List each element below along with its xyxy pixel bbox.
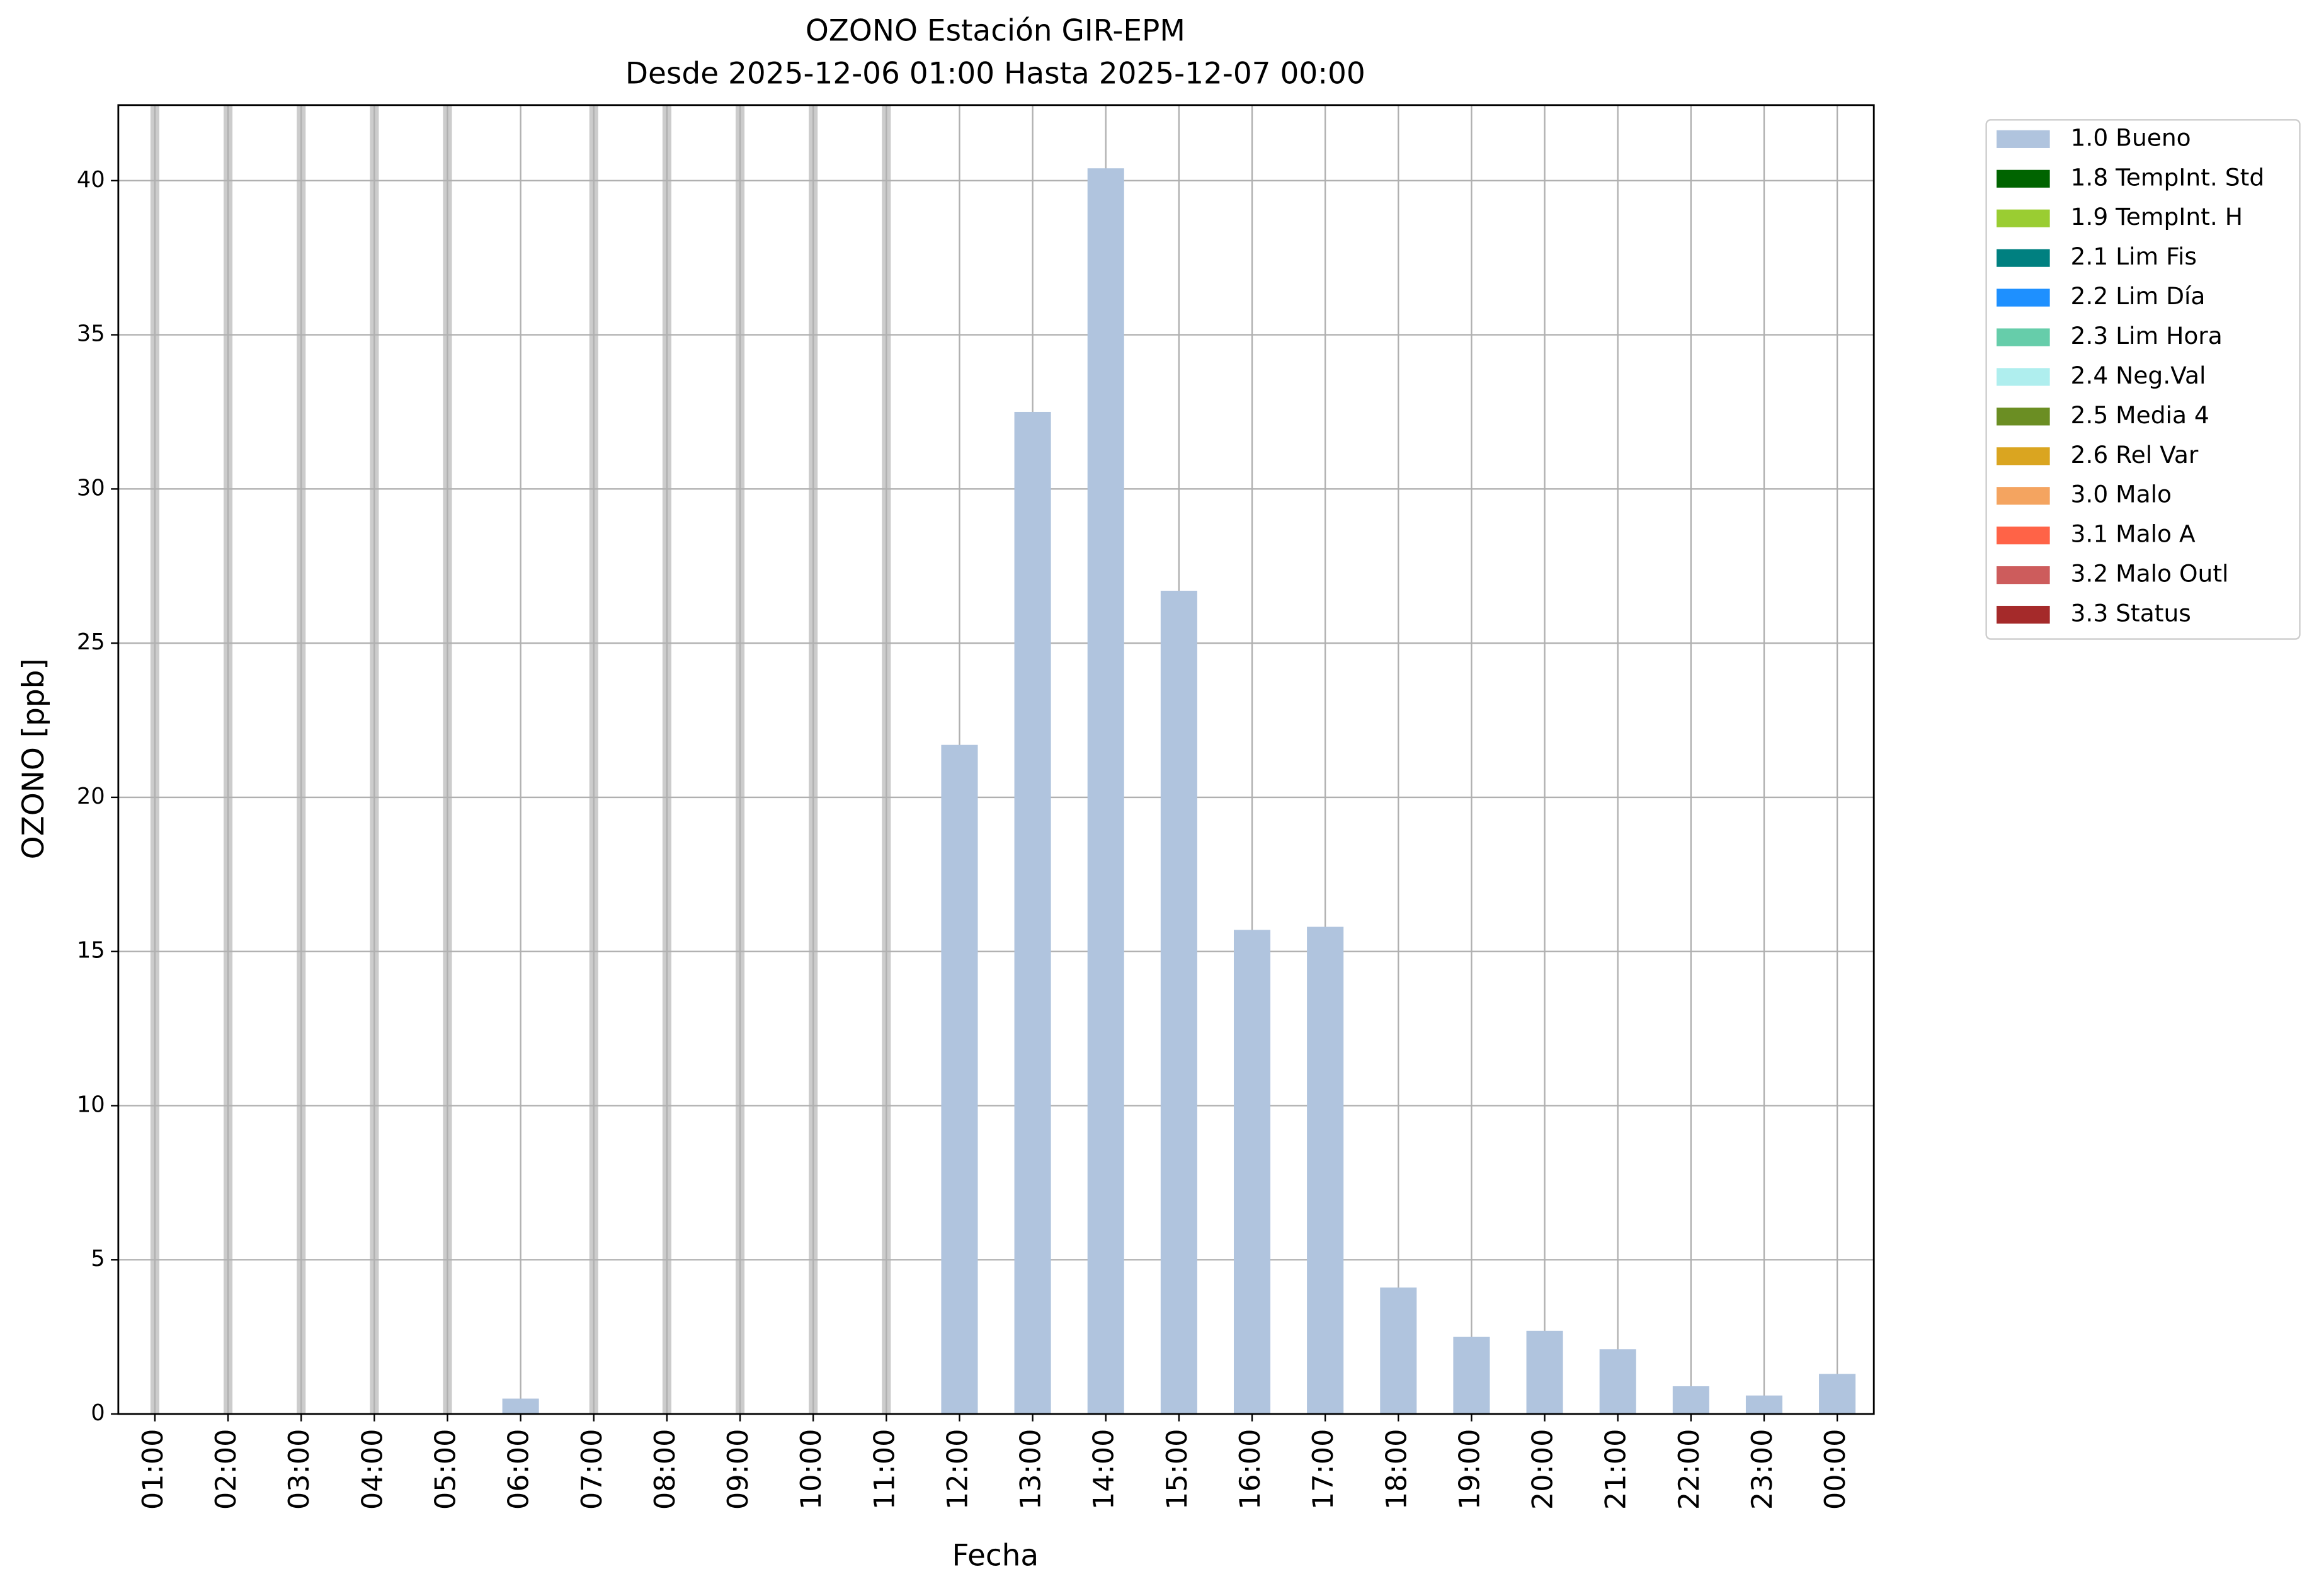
bar — [941, 744, 978, 1415]
x-tick-label: 17:00 — [1307, 1429, 1340, 1510]
x-tick-label: 23:00 — [1746, 1429, 1779, 1510]
y-tick-label: 25 — [77, 629, 105, 655]
legend-label: 1.8 TempInt. Std — [2071, 163, 2265, 191]
x-tick-label: 01:00 — [137, 1429, 169, 1510]
x-tick-label: 08:00 — [649, 1429, 681, 1510]
x-tick-label: 20:00 — [1527, 1429, 1559, 1510]
x-tick-label: 00:00 — [1819, 1429, 1852, 1510]
y-tick-label: 30 — [77, 475, 105, 501]
legend-swatch — [1997, 130, 2050, 148]
x-tick-label: 05:00 — [429, 1429, 462, 1510]
chart-title: OZONO Estación GIR-EPM — [806, 13, 1185, 48]
y-tick-label: 35 — [77, 321, 105, 347]
legend-swatch — [1997, 169, 2050, 188]
y-tick-label: 5 — [91, 1246, 105, 1272]
x-tick-label: 04:00 — [356, 1429, 389, 1510]
x-tick-label: 07:00 — [576, 1429, 608, 1510]
legend-swatch — [1997, 566, 2050, 584]
x-tick-label: 12:00 — [941, 1429, 974, 1510]
y-tick-label: 10 — [77, 1092, 105, 1117]
legend-label: 3.1 Malo A — [2071, 520, 2196, 548]
x-tick-label: 19:00 — [1453, 1429, 1486, 1510]
legend-label: 2.4 Neg.Val — [2071, 362, 2206, 389]
x-tick-label: 13:00 — [1015, 1429, 1047, 1510]
bar — [1819, 1374, 1856, 1415]
legend-swatch — [1997, 288, 2050, 307]
bar — [1526, 1330, 1563, 1415]
x-tick-label: 03:00 — [283, 1429, 316, 1510]
legend-label: 2.2 Lim Día — [2071, 282, 2206, 310]
legend-swatch — [1997, 408, 2050, 426]
bar — [1599, 1349, 1636, 1415]
legend-swatch — [1997, 605, 2050, 624]
bar — [1380, 1287, 1417, 1415]
legend-label: 2.3 Lim Hora — [2071, 322, 2223, 350]
x-tick-label: 14:00 — [1088, 1429, 1120, 1510]
legend-label: 2.6 Rel Var — [2071, 441, 2199, 469]
legend-label: 2.1 Lim Fis — [2071, 242, 2197, 270]
bar — [502, 1398, 539, 1415]
x-tick-label: 11:00 — [868, 1429, 901, 1510]
x-tick-label: 10:00 — [795, 1429, 828, 1510]
legend-swatch — [1997, 447, 2050, 465]
legend-swatch — [1997, 209, 2050, 227]
legend-label: 3.3 Status — [2071, 600, 2191, 627]
x-tick-label: 06:00 — [503, 1429, 535, 1510]
legend-swatch — [1997, 368, 2050, 386]
y-tick-label: 0 — [91, 1400, 105, 1426]
y-tick-label: 15 — [77, 938, 105, 964]
legend-swatch — [1997, 487, 2050, 505]
bar — [1307, 926, 1344, 1415]
x-tick-label: 15:00 — [1161, 1429, 1194, 1510]
legend-label: 1.9 TempInt. H — [2071, 203, 2243, 231]
x-axis-label: Fecha — [952, 1538, 1039, 1573]
bar — [1087, 168, 1124, 1415]
bar — [1453, 1337, 1490, 1415]
bar — [1672, 1386, 1709, 1415]
legend-swatch — [1997, 328, 2050, 346]
y-tick-label: 20 — [77, 784, 105, 809]
legend-label: 1.0 Bueno — [2071, 123, 2191, 151]
legend-label: 3.0 Malo — [2071, 481, 2172, 508]
x-tick-label: 16:00 — [1234, 1429, 1267, 1510]
y-axis-label: OZONO [ppb] — [16, 658, 51, 859]
x-tick-label: 09:00 — [722, 1429, 755, 1510]
y-tick-label: 40 — [77, 167, 105, 193]
chart-subtitle: Desde 2025-12-06 01:00 Hasta 2025-12-07 … — [625, 56, 1365, 91]
x-tick-label: 22:00 — [1673, 1429, 1706, 1510]
legend-label: 3.2 Malo Outl — [2071, 560, 2229, 588]
bar — [1745, 1395, 1783, 1415]
x-tick-label: 02:00 — [210, 1429, 242, 1510]
bar — [1233, 930, 1271, 1415]
legend-box — [1985, 119, 2301, 640]
bar — [1014, 411, 1051, 1415]
x-tick-label: 21:00 — [1600, 1429, 1632, 1510]
bar — [1160, 590, 1197, 1415]
legend-swatch — [1997, 249, 2050, 267]
legend-label: 2.5 Media 4 — [2071, 401, 2209, 429]
plot-frame — [117, 104, 1875, 1415]
legend-swatch — [1997, 527, 2050, 545]
x-tick-label: 18:00 — [1380, 1429, 1413, 1510]
